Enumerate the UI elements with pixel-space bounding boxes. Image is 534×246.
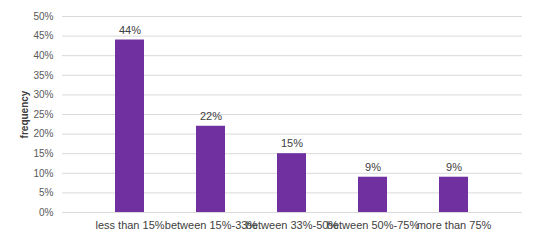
svg-text:9%: 9% [446,161,462,173]
svg-text:35%: 35% [33,70,53,81]
svg-text:20%: 20% [33,128,53,139]
svg-text:between 15%-33%: between 15%-33% [165,219,258,231]
svg-text:5%: 5% [39,187,54,198]
svg-text:50%: 50% [33,11,53,22]
svg-text:between 50%-75%: between 50%-75% [327,219,420,231]
svg-text:22%: 22% [200,110,222,122]
svg-text:30%: 30% [33,89,53,100]
svg-text:0%: 0% [39,207,54,218]
svg-text:frequency: frequency [19,90,30,138]
svg-text:10%: 10% [33,168,53,179]
svg-text:25%: 25% [33,109,53,120]
svg-text:between 33%-50%: between 33%-50% [246,219,339,231]
svg-text:40%: 40% [33,50,53,61]
svg-text:15%: 15% [281,137,303,149]
svg-text:9%: 9% [365,161,381,173]
svg-text:45%: 45% [33,30,53,41]
svg-text:more than 75%: more than 75% [417,219,492,231]
svg-text:less than 15%: less than 15% [95,219,164,231]
svg-text:15%: 15% [33,148,53,159]
svg-text:44%: 44% [119,24,141,36]
